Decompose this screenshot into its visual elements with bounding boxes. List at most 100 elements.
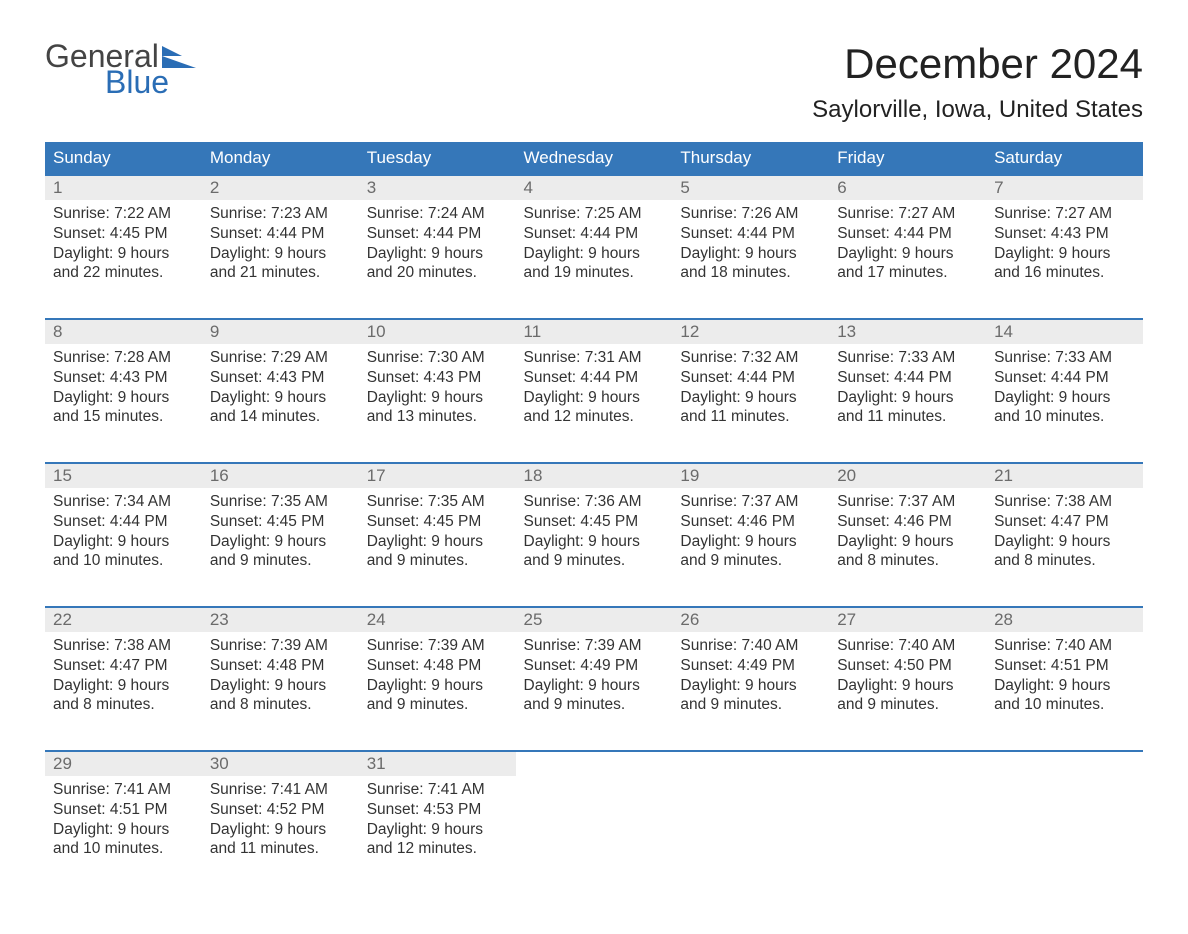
sunset-line: Sunset: 4:48 PM: [367, 656, 508, 676]
sunset-line: Sunset: 4:46 PM: [837, 512, 978, 532]
sunset-line: Sunset: 4:44 PM: [524, 368, 665, 388]
day-number: 12: [672, 319, 829, 344]
day-cell: Sunrise: 7:41 AMSunset: 4:53 PMDaylight:…: [359, 776, 516, 894]
daylight-line: and 13 minutes.: [367, 407, 508, 427]
day-cell: Sunrise: 7:24 AMSunset: 4:44 PMDaylight:…: [359, 200, 516, 319]
sunset-line: Sunset: 4:51 PM: [994, 656, 1135, 676]
sunset-line: Sunset: 4:45 PM: [367, 512, 508, 532]
daylight-line: and 10 minutes.: [994, 407, 1135, 427]
day-cell: Sunrise: 7:39 AMSunset: 4:48 PMDaylight:…: [359, 632, 516, 751]
daylight-line: and 9 minutes.: [367, 551, 508, 571]
sunrise-line: Sunrise: 7:41 AM: [210, 780, 351, 800]
sunrise-line: Sunrise: 7:39 AM: [367, 636, 508, 656]
sunset-line: Sunset: 4:52 PM: [210, 800, 351, 820]
daylight-line: Daylight: 9 hours: [53, 388, 194, 408]
empty-cell: [829, 751, 986, 776]
daylight-line: and 20 minutes.: [367, 263, 508, 283]
sunrise-line: Sunrise: 7:28 AM: [53, 348, 194, 368]
day-number: 3: [359, 175, 516, 200]
weekday-header: Tuesday: [359, 142, 516, 175]
sunrise-line: Sunrise: 7:39 AM: [210, 636, 351, 656]
daylight-line: and 22 minutes.: [53, 263, 194, 283]
day-cell: Sunrise: 7:33 AMSunset: 4:44 PMDaylight:…: [986, 344, 1143, 463]
sunrise-line: Sunrise: 7:26 AM: [680, 204, 821, 224]
empty-cell: [986, 751, 1143, 776]
day-number: 16: [202, 463, 359, 488]
daylight-line: Daylight: 9 hours: [210, 820, 351, 840]
day-cell: Sunrise: 7:35 AMSunset: 4:45 PMDaylight:…: [202, 488, 359, 607]
day-cell: Sunrise: 7:40 AMSunset: 4:50 PMDaylight:…: [829, 632, 986, 751]
sunset-line: Sunset: 4:43 PM: [994, 224, 1135, 244]
day-number: 17: [359, 463, 516, 488]
day-number: 6: [829, 175, 986, 200]
day-number: 18: [516, 463, 673, 488]
day-body-row: Sunrise: 7:34 AMSunset: 4:44 PMDaylight:…: [45, 488, 1143, 607]
daylight-line: Daylight: 9 hours: [53, 244, 194, 264]
day-body-row: Sunrise: 7:41 AMSunset: 4:51 PMDaylight:…: [45, 776, 1143, 894]
day-number-row: 891011121314: [45, 319, 1143, 344]
sunset-line: Sunset: 4:51 PM: [53, 800, 194, 820]
daylight-line: and 19 minutes.: [524, 263, 665, 283]
sunrise-line: Sunrise: 7:29 AM: [210, 348, 351, 368]
sunset-line: Sunset: 4:44 PM: [680, 368, 821, 388]
sunset-line: Sunset: 4:47 PM: [53, 656, 194, 676]
sunrise-line: Sunrise: 7:40 AM: [680, 636, 821, 656]
day-number: 25: [516, 607, 673, 632]
day-cell: Sunrise: 7:37 AMSunset: 4:46 PMDaylight:…: [829, 488, 986, 607]
day-number: 1: [45, 175, 202, 200]
day-cell: Sunrise: 7:39 AMSunset: 4:49 PMDaylight:…: [516, 632, 673, 751]
daylight-line: Daylight: 9 hours: [53, 820, 194, 840]
sunrise-line: Sunrise: 7:27 AM: [994, 204, 1135, 224]
day-number-row: 22232425262728: [45, 607, 1143, 632]
day-number-row: 293031: [45, 751, 1143, 776]
daylight-line: Daylight: 9 hours: [210, 244, 351, 264]
weekday-header: Saturday: [986, 142, 1143, 175]
day-cell: Sunrise: 7:39 AMSunset: 4:48 PMDaylight:…: [202, 632, 359, 751]
daylight-line: Daylight: 9 hours: [524, 532, 665, 552]
daylight-line: and 8 minutes.: [837, 551, 978, 571]
day-body-row: Sunrise: 7:38 AMSunset: 4:47 PM Daylight:…: [45, 632, 1143, 751]
daylight-line: Daylight: 9 hours: [837, 388, 978, 408]
calendar-table: Sunday Monday Tuesday Wednesday Thursday…: [45, 142, 1143, 894]
daylight-line: Daylight: 9 hours: [210, 676, 351, 696]
sunrise-line: Sunrise: 7:40 AM: [837, 636, 978, 656]
daylight-line: Daylight: 9 hours: [367, 676, 508, 696]
day-cell: Sunrise: 7:30 AMSunset: 4:43 PMDaylight:…: [359, 344, 516, 463]
sunset-line: Sunset: 4:46 PM: [680, 512, 821, 532]
sunrise-line: Sunrise: 7:41 AM: [53, 780, 194, 800]
daylight-line: Daylight: 9 hours: [994, 388, 1135, 408]
day-cell: Sunrise: 7:35 AMSunset: 4:45 PMDaylight:…: [359, 488, 516, 607]
daylight-line: Daylight: 9 hours: [994, 532, 1135, 552]
daylight-line: and 9 minutes.: [680, 551, 821, 571]
day-number: 14: [986, 319, 1143, 344]
sunset-line: Sunset: 4:43 PM: [367, 368, 508, 388]
daylight-line: and 11 minutes.: [837, 407, 978, 427]
day-number: 21: [986, 463, 1143, 488]
daylight-line: and 15 minutes.: [53, 407, 194, 427]
daylight-line: and 9 minutes.: [524, 551, 665, 571]
weekday-header: Friday: [829, 142, 986, 175]
sunrise-line: Sunrise: 7:34 AM: [53, 492, 194, 512]
daylight-line: and 9 minutes.: [680, 695, 821, 715]
daylight-line: and 9 minutes.: [367, 695, 508, 715]
day-number: 30: [202, 751, 359, 776]
location-subtitle: Saylorville, Iowa, United States: [812, 96, 1143, 124]
sunrise-line: Sunrise: 7:38 AM: [53, 636, 194, 656]
sunrise-line: Sunrise: 7:37 AM: [680, 492, 821, 512]
daylight-line: and 12 minutes.: [367, 839, 508, 859]
sunrise-line: Sunrise: 7:27 AM: [837, 204, 978, 224]
empty-cell: [672, 751, 829, 776]
daylight-line: Daylight: 9 hours: [367, 820, 508, 840]
daylight-line: Daylight: 9 hours: [524, 244, 665, 264]
day-number: 4: [516, 175, 673, 200]
day-number: 9: [202, 319, 359, 344]
day-cell: Sunrise: 7:36 AMSunset: 4:45 PMDaylight:…: [516, 488, 673, 607]
day-number-row: 1234567: [45, 175, 1143, 200]
empty-cell: [672, 776, 829, 894]
sunset-line: Sunset: 4:45 PM: [524, 512, 665, 532]
day-cell: Sunrise: 7:26 AMSunset: 4:44 PMDaylight:…: [672, 200, 829, 319]
sunset-line: Sunset: 4:44 PM: [210, 224, 351, 244]
sunrise-line: Sunrise: 7:39 AM: [524, 636, 665, 656]
day-cell: Sunrise: 7:38 AMSunset: 4:47 PMDaylight:…: [986, 488, 1143, 607]
day-number-row: 15161718192021: [45, 463, 1143, 488]
